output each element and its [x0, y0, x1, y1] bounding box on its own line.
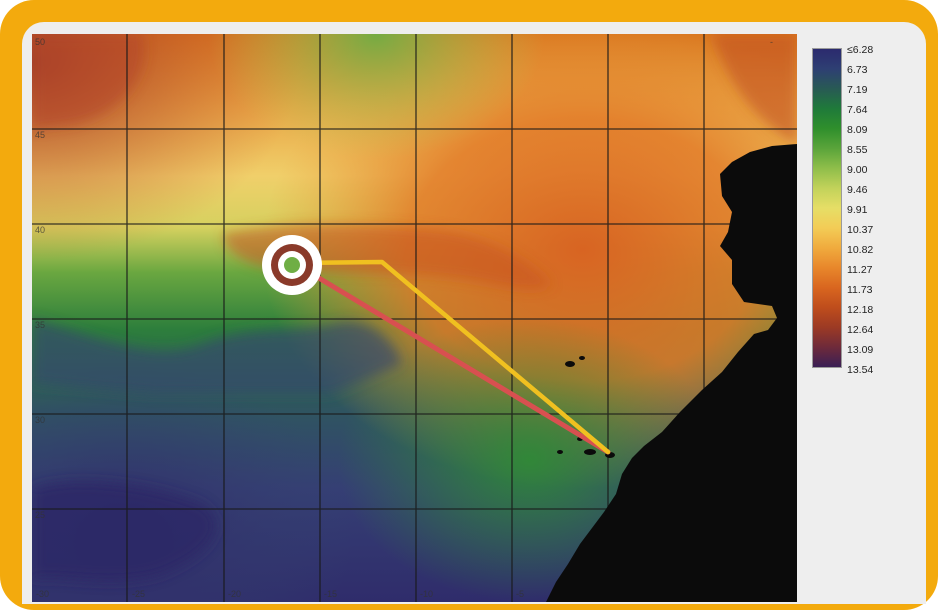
lon-label-4: -15 [324, 589, 337, 599]
corner-label-tr: - [770, 37, 773, 47]
wave-height-map[interactable]: 50 - 45 40 35 30 25 -30 -25 -20 -15 -10 … [32, 34, 797, 602]
islands [557, 356, 615, 458]
lon-label-2: -25 [132, 589, 145, 599]
lat-label-3: 35 [35, 320, 45, 330]
legend-label: ≤6.28 [847, 44, 874, 56]
lat-label-5: 25 [35, 510, 45, 520]
route-direct[interactable] [291, 260, 611, 455]
legend-labels: ≤6.28 6.73 7.19 7.64 8.09 8.55 9.00 9.46 9.91 10.… [847, 44, 917, 376]
legend-label: 12.18 [847, 304, 874, 316]
corner-label-tl: 50 [35, 37, 45, 47]
land-mass [546, 144, 797, 602]
lon-label-1: -30 [36, 589, 49, 599]
legend-label: 10.82 [847, 244, 874, 256]
legend-label: 8.09 [847, 124, 868, 136]
legend-label: 9.00 [847, 164, 868, 176]
legend-label: 9.46 [847, 184, 868, 196]
legend-label: 13.54 [847, 364, 874, 376]
legend-label: 10.37 [847, 224, 874, 236]
lat-label-4: 30 [35, 415, 45, 425]
color-legend: ≤6.28 6.73 7.19 7.64 8.09 8.55 9.00 9.46 9.91 10.… [812, 44, 922, 376]
legend-label: 7.64 [847, 104, 868, 116]
position-marker[interactable] [262, 235, 322, 295]
lat-label-1: 45 [35, 130, 45, 140]
legend-label: 11.73 [847, 284, 873, 296]
legend-label: 13.09 [847, 344, 874, 356]
route-alternative[interactable] [291, 259, 611, 455]
map-panel: 50 - 45 40 35 30 25 -30 -25 -20 -15 -10 … [22, 22, 926, 604]
lon-label-5: -10 [420, 589, 433, 599]
legend-label: 12.64 [847, 324, 874, 336]
lon-label-3: -20 [228, 589, 241, 599]
legend-label: 8.55 [847, 144, 868, 156]
lat-label-2: 40 [35, 225, 45, 235]
graticule [32, 34, 797, 602]
lon-label-6: -5 [516, 589, 524, 599]
legend-color-bar [812, 48, 842, 368]
legend-label: 7.19 [847, 84, 868, 96]
legend-label: 11.27 [847, 264, 873, 276]
legend-label: 6.73 [847, 64, 868, 76]
legend-label: 9.91 [847, 204, 868, 216]
